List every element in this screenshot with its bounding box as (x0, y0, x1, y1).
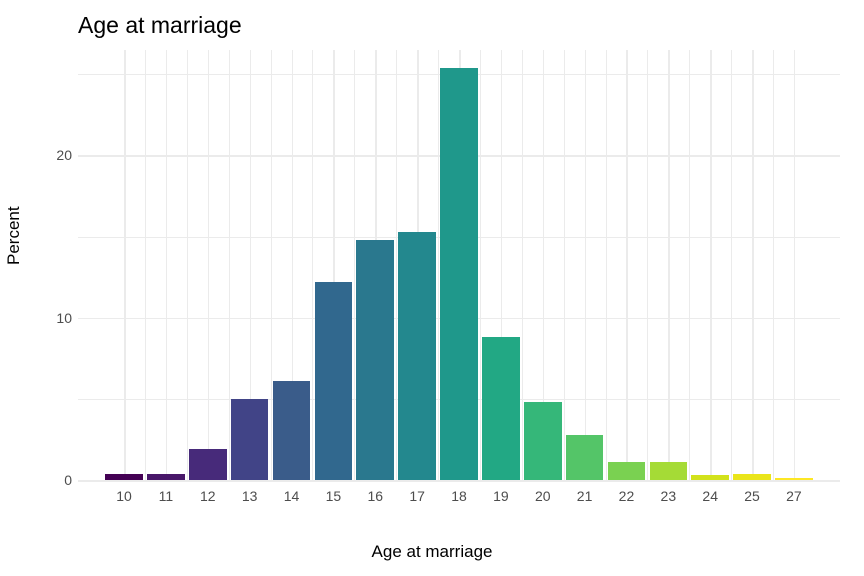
x-tick-label: 21 (577, 488, 593, 504)
x-axis-label: Age at marriage (372, 542, 493, 562)
bar (440, 68, 478, 480)
bar (398, 232, 436, 480)
gridline-minor-v (312, 50, 313, 480)
bar (775, 478, 813, 480)
x-tick-label: 27 (786, 488, 802, 504)
bar (231, 399, 269, 480)
gridline-v (626, 50, 628, 480)
bar (273, 381, 311, 480)
gridline-minor-v (606, 50, 607, 480)
y-tick-label: 10 (56, 310, 72, 326)
gridline-minor-v (647, 50, 648, 480)
gridline-minor-v (229, 50, 230, 480)
bar (524, 402, 562, 480)
gridline-minor-v (731, 50, 732, 480)
gridline-v (585, 50, 587, 480)
gridline-minor-v (354, 50, 355, 480)
x-tick-label: 22 (619, 488, 635, 504)
bar (189, 449, 227, 480)
x-tick-label: 10 (116, 488, 132, 504)
bar (691, 475, 729, 480)
y-tick-label: 0 (64, 472, 72, 488)
x-tick-label: 15 (326, 488, 342, 504)
gridline-v (710, 50, 712, 480)
gridline-v (124, 50, 126, 480)
gridline-minor-v (271, 50, 272, 480)
gridline-minor-v (522, 50, 523, 480)
gridline-minor-v (773, 50, 774, 480)
bar (315, 282, 353, 480)
gridline-v (166, 50, 168, 480)
chart-container: Age at marriage Percent Age at marriage … (0, 0, 864, 576)
x-tick-label: 23 (661, 488, 677, 504)
bar (105, 474, 143, 480)
bar (482, 337, 520, 480)
x-tick-label: 12 (200, 488, 216, 504)
gridline-v (794, 50, 796, 480)
gridline-v (752, 50, 754, 480)
gridline-minor-v (438, 50, 439, 480)
y-tick-label: 20 (56, 147, 72, 163)
gridline-minor-v (564, 50, 565, 480)
bar (356, 240, 394, 480)
x-tick-label: 25 (744, 488, 760, 504)
x-tick-label: 17 (409, 488, 425, 504)
gridline-v (208, 50, 210, 480)
x-tick-label: 16 (367, 488, 383, 504)
x-tick-label: 14 (284, 488, 300, 504)
y-axis-label: Percent (4, 206, 24, 265)
gridline-h (78, 480, 840, 482)
x-tick-label: 18 (451, 488, 467, 504)
gridline-minor-v (145, 50, 146, 480)
x-tick-label: 24 (702, 488, 718, 504)
chart-title: Age at marriage (78, 12, 242, 39)
bar (566, 435, 604, 480)
gridline-v (668, 50, 670, 480)
bar (733, 474, 771, 480)
bar (650, 462, 688, 480)
gridline-minor-v (396, 50, 397, 480)
bar (147, 474, 185, 480)
x-tick-label: 19 (493, 488, 509, 504)
x-tick-label: 20 (535, 488, 551, 504)
bar (608, 462, 646, 480)
gridline-minor-v (689, 50, 690, 480)
x-tick-label: 13 (242, 488, 258, 504)
gridline-minor-v (187, 50, 188, 480)
gridline-minor-v (480, 50, 481, 480)
x-tick-label: 11 (159, 488, 174, 504)
plot-area (78, 50, 840, 480)
